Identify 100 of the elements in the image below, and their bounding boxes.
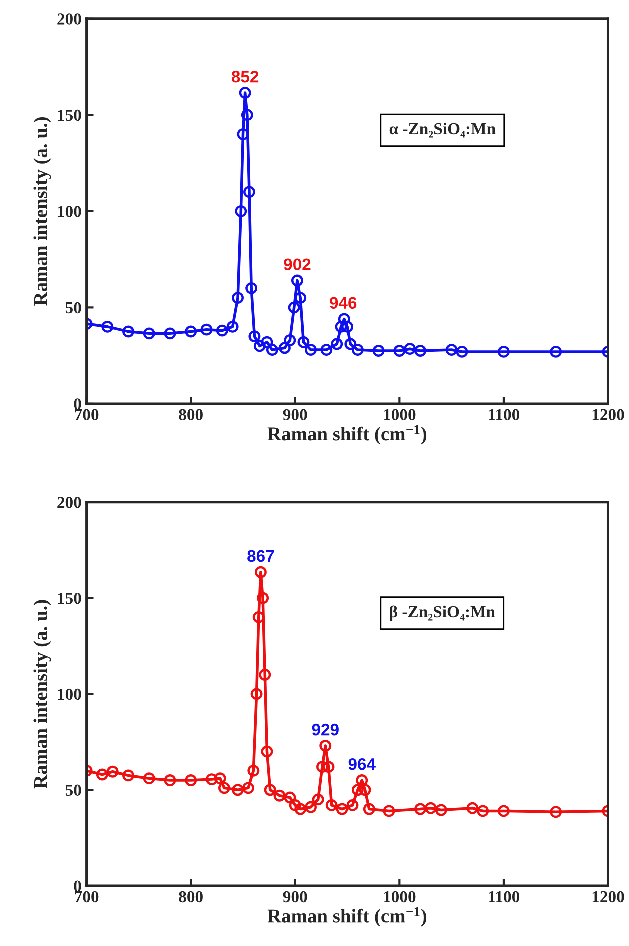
point: [498, 805, 510, 818]
point: [284, 792, 296, 804]
x-tick-label: 900: [283, 409, 308, 421]
point: [359, 784, 372, 796]
point: [244, 186, 256, 198]
point: [550, 806, 562, 818]
x-tick-label: 1000: [384, 891, 416, 903]
point: [346, 799, 359, 812]
point: [342, 320, 354, 333]
point: [261, 746, 274, 758]
annotation: α -Zn₂SiO₄:Mn: [390, 122, 496, 138]
point: [320, 740, 332, 752]
point: [435, 804, 448, 816]
x-tick-label: 700: [75, 409, 99, 421]
point: [550, 346, 562, 358]
point: [298, 336, 310, 348]
point: [404, 343, 416, 356]
point: [305, 344, 317, 356]
point: [252, 611, 265, 624]
point: [383, 805, 396, 818]
point: [344, 338, 357, 350]
y-tick-label: 200: [58, 497, 82, 508]
point: [414, 345, 426, 357]
point: [289, 799, 302, 812]
point: [284, 334, 296, 346]
x-tick-label: 1000: [384, 409, 416, 421]
annotation: 946: [330, 297, 357, 309]
point: [372, 345, 385, 357]
point: [356, 774, 368, 786]
x-tick-label: 1100: [489, 409, 520, 421]
y-tick-label: 0: [74, 398, 82, 410]
x-tick-label: 700: [75, 891, 99, 903]
point: [394, 345, 406, 357]
x-tick-label: 800: [179, 409, 203, 421]
point: [264, 784, 276, 796]
y-tick-label: 0: [74, 880, 82, 892]
point: [200, 324, 213, 336]
point: [288, 302, 300, 314]
point: [232, 784, 244, 796]
y-tick-label: 150: [58, 592, 82, 604]
point: [331, 338, 344, 350]
point: [446, 344, 458, 356]
point: [322, 761, 335, 774]
point: [164, 328, 176, 340]
x-axis-title: Raman shift (cm$^{−1}$): [268, 907, 427, 927]
point: [266, 344, 278, 356]
point: [248, 764, 260, 777]
point: [335, 320, 348, 333]
point: [477, 805, 490, 818]
annotation: 852: [232, 70, 259, 83]
x-tick-label: 800: [179, 891, 203, 903]
point: [122, 326, 134, 338]
y-tick-label: 200: [58, 14, 82, 25]
y-tick-label: 50: [66, 784, 82, 796]
point: [106, 766, 119, 778]
point: [185, 774, 198, 786]
point: [305, 801, 317, 814]
point: [291, 274, 304, 287]
x-tick-label: 1200: [592, 409, 624, 421]
point: [320, 344, 333, 356]
y-tick-label: 150: [58, 110, 82, 122]
annotation: 964: [348, 758, 376, 770]
x-axis-title: Raman shift (cm$^{−1}$): [268, 425, 427, 445]
point: [274, 790, 286, 802]
point: [312, 794, 324, 806]
point: [254, 566, 267, 578]
point: [257, 592, 270, 604]
x-tick-label: 900: [283, 891, 308, 903]
point: [336, 803, 348, 816]
point: [241, 109, 254, 122]
point: [143, 328, 156, 340]
point: [338, 313, 350, 326]
point: [122, 770, 134, 782]
point: [232, 292, 244, 304]
point: [96, 768, 108, 781]
point: [424, 802, 437, 814]
point: [352, 344, 364, 356]
x-tick-label: 1100: [489, 891, 520, 903]
point: [237, 128, 250, 140]
point: [246, 282, 258, 294]
annotation: 867: [248, 550, 274, 562]
point: [352, 784, 364, 796]
point: [414, 803, 426, 816]
point: [235, 205, 248, 218]
point: [456, 346, 468, 358]
point: [294, 292, 307, 304]
point: [278, 342, 291, 354]
point: [214, 772, 226, 785]
point: [250, 688, 263, 700]
point: [466, 802, 479, 814]
point: [316, 761, 328, 774]
point: [259, 669, 272, 681]
point: [242, 782, 254, 794]
y-axis-title: Raman intensity (a. u.): [34, 600, 52, 789]
point: [143, 772, 156, 785]
point: [363, 803, 376, 816]
point: [498, 346, 510, 358]
point: [218, 782, 230, 794]
point: [261, 336, 274, 348]
y-tick-label: 100: [58, 688, 82, 700]
